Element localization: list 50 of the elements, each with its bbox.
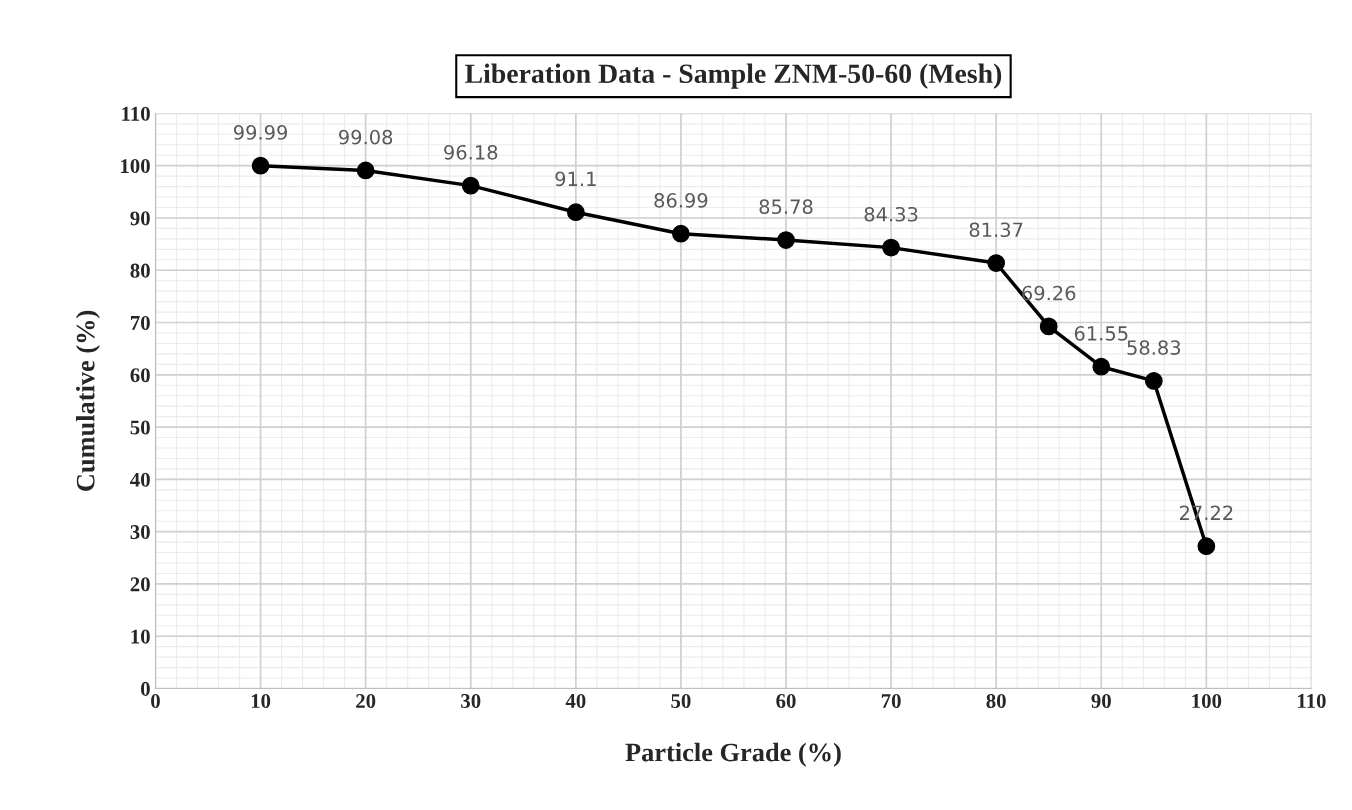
data-label: 96.18 xyxy=(444,144,498,160)
y-tick-label: 20 xyxy=(130,577,150,592)
data-label: 85.78 xyxy=(759,199,813,215)
y-tick-label: 30 xyxy=(130,525,150,540)
y-tick-label: 110 xyxy=(122,106,150,121)
data-label: 69.26 xyxy=(1022,285,1076,301)
y-tick-label: 0 xyxy=(141,681,150,696)
y-tick-label: 40 xyxy=(130,472,150,487)
x-tick-label: 70 xyxy=(881,693,901,709)
x-tick-label: 30 xyxy=(461,693,481,709)
data-label: 91.1 xyxy=(555,171,596,187)
point xyxy=(1039,317,1058,336)
x-tick-label: 20 xyxy=(356,693,376,709)
y-tick-label: 80 xyxy=(130,263,150,278)
x-tick-label: 0 xyxy=(151,693,160,709)
x-tick-label: 60 xyxy=(776,693,796,709)
point xyxy=(566,203,585,222)
point xyxy=(987,254,1006,272)
data-label: 99.08 xyxy=(339,129,393,145)
point xyxy=(1197,537,1216,556)
y-tick-label: 50 xyxy=(130,420,150,435)
y-tick-label: 60 xyxy=(130,368,150,383)
point xyxy=(777,231,795,249)
point xyxy=(882,238,900,257)
y-tick-label: 10 xyxy=(131,629,150,644)
y-tick-label: 70 xyxy=(130,315,150,330)
data-label: 61.55 xyxy=(1074,326,1128,341)
y-axis-title: Cumulative (%) xyxy=(75,310,100,491)
data-label: 86.99 xyxy=(654,193,708,208)
point xyxy=(1092,357,1111,376)
point xyxy=(461,176,480,195)
x-tick-label: 90 xyxy=(1091,693,1111,709)
point xyxy=(672,224,690,243)
x-tick-label: 100 xyxy=(1192,693,1222,709)
point xyxy=(251,156,270,175)
y-tick-label: 90 xyxy=(130,211,150,226)
x-tick-label: 10 xyxy=(251,693,271,709)
point xyxy=(356,161,375,180)
x-tick-label: 110 xyxy=(1298,693,1326,709)
x-tick-label: 80 xyxy=(986,693,1006,709)
data-label: 84.33 xyxy=(864,206,918,222)
x-axis-title: Particle Grade (%) xyxy=(625,742,841,767)
chart-title: Liberation Data - Sample ZNM-50-60 (Mesh) xyxy=(465,63,1002,89)
x-tick-label: 40 xyxy=(565,693,586,709)
data-label: 99.99 xyxy=(233,125,288,140)
data-label: 58.83 xyxy=(1127,340,1181,355)
y-tick-label: 100 xyxy=(121,159,150,174)
data-label: 81.37 xyxy=(969,222,1023,238)
point xyxy=(1144,372,1163,390)
x-tick-label: 50 xyxy=(671,693,691,709)
